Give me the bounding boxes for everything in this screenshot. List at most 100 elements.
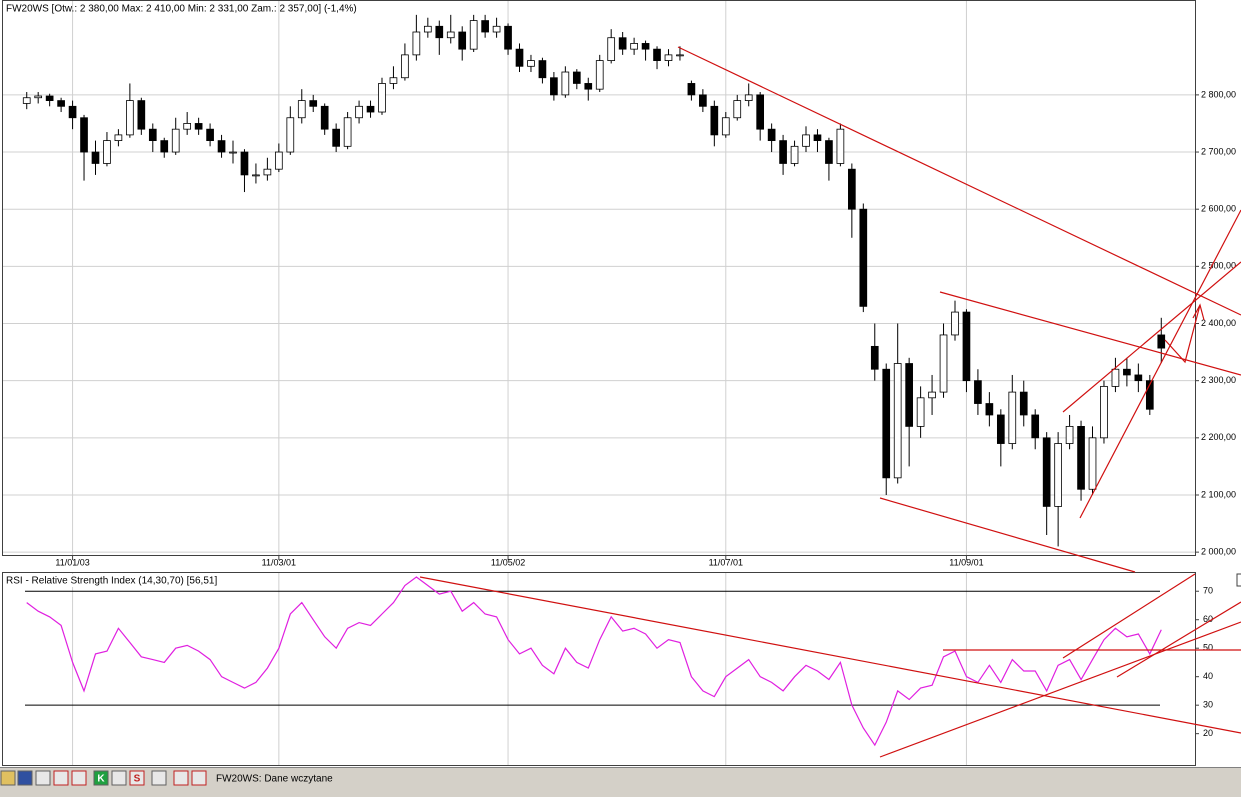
candle-body: [561, 71, 570, 96]
candle-body: [240, 151, 249, 176]
rsi-panel-frame: [2, 572, 1196, 766]
candle-body: [332, 128, 340, 147]
candle-body: [527, 60, 535, 67]
toolbar-button[interactable]: [111, 770, 127, 786]
y-tick-label: 30: [1203, 700, 1213, 710]
y-tick-label: 2 400,00: [1201, 318, 1236, 328]
y-tick-label: 2 700,00: [1201, 146, 1236, 156]
candle-body: [825, 140, 833, 164]
price-title: FW20WS [Otw.: 2 380,00 Max: 2 410,00 Min…: [6, 4, 357, 15]
candle-body: [653, 48, 661, 61]
x-tick-label: 11/09/01: [949, 557, 983, 567]
candle-body: [229, 151, 237, 154]
candle-body: [401, 54, 409, 79]
candle-body: [286, 117, 295, 153]
candle-body: [57, 100, 65, 107]
candle-body: [160, 140, 169, 153]
candle-body: [137, 100, 146, 130]
rsi-trendline: [1062, 573, 1196, 659]
arrow-path: [1164, 304, 1201, 364]
candle-body: [550, 77, 558, 96]
candle-body: [378, 83, 386, 113]
y-tick-label: 50: [1203, 643, 1213, 653]
candle-body: [1145, 380, 1154, 410]
candle-body: [985, 403, 994, 416]
y-tick-label: 2 100,00: [1201, 489, 1236, 499]
candle-body: [1008, 391, 1017, 444]
candle-body: [664, 54, 673, 61]
candle-body: [779, 140, 787, 164]
y-tick-label: 70: [1203, 586, 1213, 596]
candle-body: [618, 37, 627, 50]
candle-body: [183, 123, 192, 130]
candle-body: [687, 83, 696, 96]
candle-body: [320, 105, 329, 130]
y-tick-label: 2 200,00: [1201, 432, 1236, 442]
toolbar-button[interactable]: [0, 770, 16, 786]
toolbar-button[interactable]: [129, 770, 145, 786]
y-tick-label: 2 800,00: [1201, 89, 1236, 99]
candle-body: [584, 83, 593, 90]
candle-body: [423, 25, 432, 33]
candle-body: [538, 60, 547, 79]
candle-body: [343, 117, 352, 147]
y-tick-label: 2 000,00: [1201, 547, 1236, 557]
candle-body: [1111, 368, 1120, 387]
candle-body: [68, 105, 77, 119]
candle-body: [1123, 368, 1131, 376]
candle-body: [951, 311, 959, 336]
candle-body: [1100, 385, 1108, 439]
candle-body: [481, 20, 489, 33]
rsi-trendline: [1116, 601, 1241, 678]
toolbar-icon-label: S: [134, 774, 141, 785]
candle-body: [91, 151, 100, 164]
candle-body: [802, 134, 810, 147]
candle-body: [859, 208, 868, 307]
candle-body: [790, 145, 799, 164]
y-tick-label: 20: [1203, 728, 1213, 738]
candle-body: [504, 25, 512, 50]
toolbar-button[interactable]: [35, 770, 51, 786]
candle-body: [721, 117, 730, 136]
candle-body: [710, 105, 719, 136]
candle-body: [572, 71, 581, 84]
toolbar-button[interactable]: [191, 770, 207, 786]
toolbar-button[interactable]: [151, 770, 167, 786]
candle-body: [1042, 437, 1051, 507]
toolbar-icon-label: K: [97, 774, 105, 785]
candle-body: [446, 31, 455, 39]
candle-body: [1031, 414, 1040, 439]
candle-body: [1157, 334, 1166, 349]
y-tick-label: 40: [1203, 671, 1213, 681]
candle-body: [893, 363, 902, 479]
toolbar-button[interactable]: [17, 770, 33, 786]
toolbar-button[interactable]: [173, 770, 189, 786]
x-tick-label: 11/01/03: [55, 557, 89, 567]
candle-body: [45, 95, 54, 101]
candle-body: [676, 54, 684, 57]
scroll-marker: [1236, 573, 1241, 587]
status-message: FW20WS: Dane wczytane: [216, 774, 333, 785]
candle-body: [870, 345, 879, 370]
price-layer: 2 000,00 2 100,00 2 200,00 2 300,00 2 400,00…: [3, 1, 1236, 765]
candle-body: [22, 97, 31, 104]
trendline: [879, 497, 1136, 573]
candle-body: [939, 334, 948, 393]
candle-body: [275, 151, 283, 170]
x-tick-label: 11/03/01: [262, 557, 296, 567]
candle-body: [974, 380, 982, 404]
toolbar-button[interactable]: [53, 770, 69, 786]
toolbar-button[interactable]: [93, 770, 109, 786]
trendline: [677, 46, 1241, 316]
candle-body: [1077, 425, 1085, 490]
price-panel-frame: [2, 0, 1196, 556]
rsi-trendline: [879, 621, 1241, 758]
toolbar-button[interactable]: [71, 770, 87, 786]
candle-body: [928, 391, 936, 399]
candle-body: [996, 414, 1005, 444]
candle-body: [756, 94, 765, 130]
candle-body: [34, 95, 43, 99]
candle-body: [263, 168, 272, 176]
